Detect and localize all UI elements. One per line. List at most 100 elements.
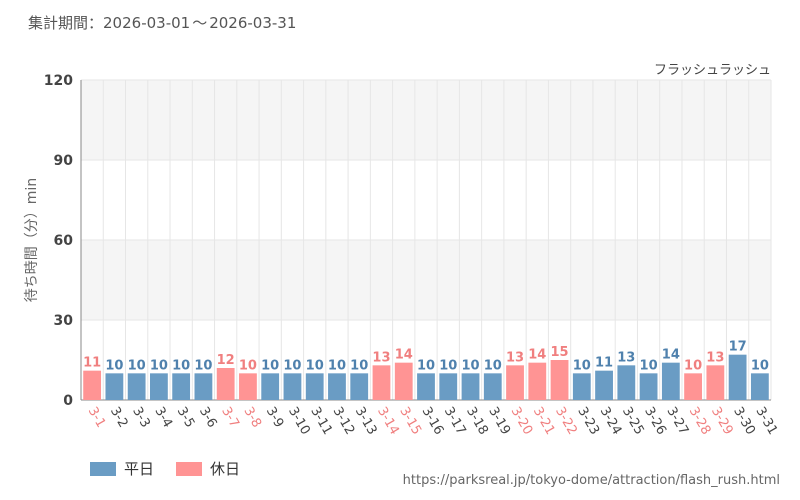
- x-tick-label: 3-28: [686, 405, 714, 438]
- bar: [528, 362, 547, 400]
- period-header: 集計期間：2026-03-01 ～ 2026-03-31: [28, 12, 296, 33]
- bar: [706, 365, 725, 400]
- data-label: 10: [105, 358, 123, 373]
- bar: [750, 373, 769, 400]
- legend-weekday[interactable]: 平日: [90, 458, 154, 479]
- x-tick-label: 3-5: [174, 405, 198, 431]
- data-label: 14: [395, 348, 413, 363]
- data-label: 10: [751, 358, 769, 373]
- period-start: 2026-03-01: [103, 14, 191, 32]
- x-tick-label: 3-8: [240, 405, 264, 431]
- y-tick-label: 30: [54, 313, 74, 329]
- bar: [728, 354, 747, 400]
- data-label: 10: [484, 358, 502, 373]
- bar: [617, 365, 636, 400]
- x-tick-label: 3-27: [663, 405, 691, 438]
- bar: [483, 373, 502, 400]
- bar: [239, 373, 257, 400]
- x-tick-label: 3-2: [107, 405, 131, 431]
- data-label: 10: [128, 358, 146, 373]
- bar: [394, 362, 413, 400]
- data-label: 14: [662, 348, 680, 363]
- data-label: 15: [551, 345, 569, 360]
- bar: [506, 365, 524, 400]
- x-tick-label: 3-29: [708, 405, 736, 438]
- x-tick-label: 3-9: [263, 405, 287, 431]
- data-label: 10: [283, 358, 301, 373]
- data-label: 13: [706, 350, 724, 365]
- x-tick-label: 3-15: [396, 405, 424, 438]
- bar: [150, 373, 168, 400]
- data-label: 10: [461, 358, 479, 373]
- x-tick-label: 3-16: [419, 405, 447, 438]
- x-tick-label: 3-18: [463, 405, 491, 438]
- bar: [661, 362, 680, 400]
- x-tick-label: 3-12: [330, 405, 358, 438]
- period-separator: ～: [192, 14, 208, 32]
- legend-holiday-label: 休日: [210, 460, 241, 478]
- bar: [595, 370, 613, 400]
- bar: [172, 373, 191, 400]
- legend-weekday-label: 平日: [124, 460, 155, 478]
- source-url[interactable]: https://parksreal.jp/tokyo-dome/attracti…: [402, 473, 780, 488]
- chart-title: フラッシュラッシュ: [654, 63, 771, 78]
- bar: [350, 373, 369, 400]
- data-label: 10: [417, 358, 435, 373]
- x-tick-label: 3-6: [196, 405, 220, 431]
- bar: [194, 373, 213, 400]
- bar: [127, 373, 146, 400]
- x-tick-label: 3-26: [641, 405, 669, 438]
- bar: [372, 365, 391, 400]
- y-tick-label: 120: [44, 73, 73, 89]
- bar: [684, 373, 702, 400]
- bar: [417, 373, 435, 400]
- x-tick-label: 3-19: [485, 405, 513, 438]
- bar: [439, 373, 458, 400]
- data-label: 11: [83, 356, 101, 371]
- bar: [550, 360, 569, 400]
- x-tick-label: 3-22: [552, 405, 580, 438]
- data-label: 13: [372, 350, 390, 365]
- y-axis-label: 待ち時間（分）min: [24, 178, 40, 302]
- data-label: 10: [239, 358, 257, 373]
- legend: 平日 休日: [90, 458, 240, 479]
- x-tick-label: 3-4: [151, 405, 175, 431]
- x-tick-label: 3-20: [508, 405, 536, 438]
- data-label: 10: [640, 358, 658, 373]
- data-label: 10: [172, 358, 190, 373]
- x-tick-label: 3-25: [619, 405, 647, 438]
- period-label: 集計期間：: [28, 14, 104, 32]
- x-tick-label: 3-17: [441, 405, 469, 438]
- data-label: 10: [150, 358, 168, 373]
- data-label: 10: [350, 358, 368, 373]
- data-label: 10: [194, 358, 212, 373]
- data-label: 10: [684, 358, 702, 373]
- legend-weekday-swatch: [90, 461, 116, 476]
- x-tick-label: 3-1: [85, 405, 109, 431]
- bar: [305, 373, 324, 400]
- data-label: 13: [617, 350, 635, 365]
- data-label: 13: [506, 350, 524, 365]
- x-tick-label: 3-23: [574, 405, 602, 438]
- data-label: 10: [328, 358, 346, 373]
- x-tick-label: 3-24: [597, 405, 625, 438]
- bar: [216, 368, 235, 400]
- x-tick-label: 3-30: [730, 405, 758, 438]
- data-label: 10: [439, 358, 457, 373]
- y-tick-label: 60: [54, 233, 74, 249]
- data-label: 10: [306, 358, 324, 373]
- background-band: [81, 240, 771, 320]
- bar: [328, 373, 346, 400]
- bar: [261, 373, 280, 400]
- legend-holiday[interactable]: 休日: [176, 458, 240, 479]
- data-label: 17: [729, 340, 747, 355]
- data-label: 10: [573, 358, 591, 373]
- bar: [639, 373, 658, 400]
- background-band: [81, 80, 771, 160]
- data-label: 11: [595, 356, 613, 371]
- y-tick-label: 0: [63, 393, 73, 409]
- bar: [461, 373, 480, 400]
- bar: [105, 373, 124, 400]
- data-label: 12: [217, 353, 235, 368]
- x-tick-label: 3-13: [352, 405, 380, 438]
